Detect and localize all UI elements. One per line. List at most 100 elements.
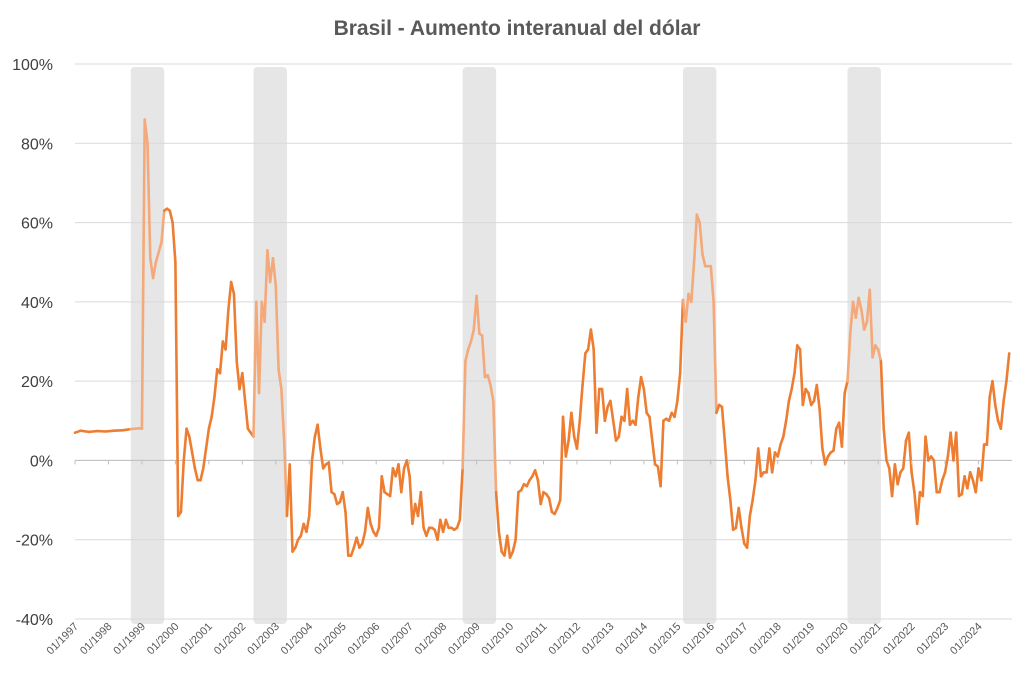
line-segment (344, 510, 350, 557)
line-segment (201, 447, 208, 470)
line-segment (1005, 352, 1011, 383)
line-segment (818, 407, 824, 450)
line-segment (241, 371, 247, 403)
line-segment (104, 429, 116, 433)
line-segment (327, 461, 333, 494)
x-tick-label: 01/2006 (346, 621, 383, 658)
line-segment (319, 447, 325, 470)
line-segment (980, 443, 986, 482)
line-segment (745, 514, 752, 549)
line-segment (288, 463, 294, 553)
line-segment (257, 300, 264, 395)
line-segment (461, 360, 467, 470)
x-tick-label: 01/2012 (546, 621, 583, 658)
line-segment (968, 471, 975, 482)
line-segment (561, 415, 568, 458)
line-segment (366, 506, 372, 526)
x-tick-label: 01/2011 (514, 621, 550, 657)
line-segment (581, 352, 587, 387)
line-segment (464, 348, 470, 363)
line-segment (659, 419, 665, 488)
x-tick-label: 01/2003 (245, 621, 282, 658)
x-tick-label: 01/2005 (312, 621, 349, 658)
line-segment (207, 415, 213, 431)
y-tick-label: 100% (12, 57, 53, 74)
line-segment (860, 308, 866, 331)
line-segment (592, 348, 598, 434)
line-segment (232, 292, 239, 363)
line-segment (458, 467, 464, 522)
line-segment (210, 395, 216, 419)
line-segment (369, 522, 375, 534)
shaded-period-5 (847, 67, 881, 624)
line-segment (333, 492, 339, 506)
line-segment (832, 427, 838, 452)
line-segment (784, 399, 791, 423)
line-segment (188, 435, 194, 454)
line-segment (171, 221, 177, 264)
line-segment (349, 546, 356, 557)
x-tick-label: 01/2016 (680, 621, 717, 658)
line-segment (151, 260, 158, 280)
line-segment (603, 405, 609, 423)
line-segment (556, 498, 562, 510)
line-segment (798, 348, 805, 407)
line-segment (673, 399, 679, 419)
line-segment (840, 391, 846, 448)
line-segment (801, 387, 807, 407)
line-segment (748, 498, 754, 518)
gridlines (75, 63, 1012, 620)
x-tick-label: 01/2009 (446, 621, 483, 658)
line-segment (921, 435, 927, 498)
line-segment (843, 379, 849, 395)
shaded-period-3 (462, 67, 497, 624)
x-tick-label: 01/2024 (948, 621, 985, 658)
line-segment (575, 419, 582, 450)
line-segment (910, 471, 916, 494)
x-tick-label: 01/2015 (647, 621, 684, 658)
line-segment (425, 526, 431, 538)
line-segment (595, 387, 601, 434)
line-segment (823, 455, 830, 466)
line-segment (558, 415, 565, 502)
line-segment (609, 399, 615, 423)
line-segment (600, 387, 607, 423)
line-segment (678, 298, 685, 375)
line-segment (243, 399, 250, 431)
line-segment (907, 431, 913, 474)
line-segment (505, 534, 512, 559)
line-segment (475, 294, 481, 335)
line-segment (305, 514, 311, 534)
line-segment (611, 419, 618, 442)
line-segment (533, 469, 540, 482)
x-tick-label: 01/2002 (212, 621, 249, 658)
line-segment (954, 431, 961, 498)
line-segment (729, 498, 735, 532)
line-segment (776, 443, 782, 458)
line-segment (770, 451, 777, 474)
line-segment (751, 478, 757, 502)
line-segment (179, 459, 186, 514)
line-segment (993, 403, 1000, 423)
line-segment (316, 423, 322, 450)
line-segment (938, 478, 944, 494)
line-segment (154, 241, 163, 264)
line-segment (129, 427, 141, 431)
x-tick-label: 01/2020 (814, 621, 851, 658)
line-segment (879, 360, 886, 431)
chart-title: Brasil - Aumento interanual del dólar (334, 17, 701, 40)
line-segment (294, 538, 300, 549)
line-segment (277, 367, 283, 391)
line-segment (642, 387, 648, 415)
line-segment (862, 320, 869, 331)
line-segment (726, 474, 732, 502)
line-segment (790, 371, 796, 391)
line-segment (715, 403, 721, 415)
line-segment (709, 264, 715, 304)
line-segment (868, 288, 874, 359)
line-segment (882, 427, 888, 462)
x-tick-label: 01/2008 (413, 621, 450, 658)
line-segment (698, 221, 704, 256)
line-segment (617, 415, 623, 438)
